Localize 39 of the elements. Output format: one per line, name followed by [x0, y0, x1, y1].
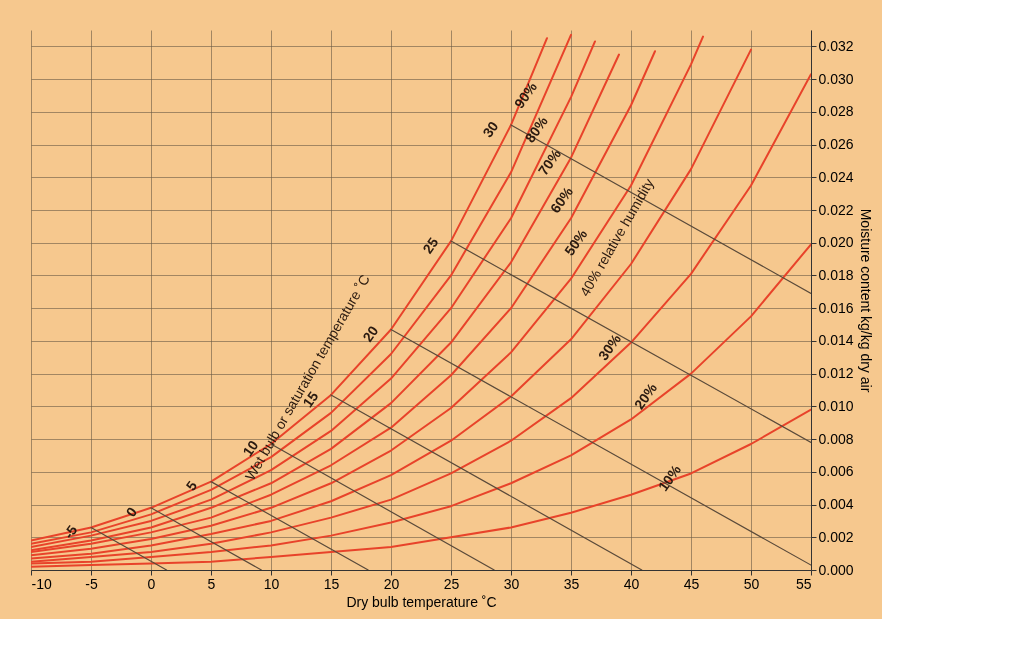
- x-tick-label: 20: [383, 575, 400, 592]
- x-tick-label: 55: [795, 575, 812, 592]
- x-tick-label: 45: [683, 575, 700, 592]
- y-tick-label: 0.016: [818, 299, 854, 316]
- x-tick-label: 10: [263, 575, 280, 592]
- x-tick-label: 25: [443, 575, 460, 592]
- x-tick-label: 40: [623, 575, 640, 592]
- annotation: 30: [479, 118, 502, 141]
- y-tick-label: 0.004: [818, 496, 854, 513]
- y-tick-label: 0.006: [818, 463, 854, 480]
- y-tick-label: 0.002: [818, 528, 854, 545]
- x-tick-label: 15: [323, 575, 340, 592]
- annotation: 20: [359, 322, 382, 345]
- y-tick-label: 0.032: [818, 37, 854, 54]
- x-tick-label: 5: [207, 575, 216, 592]
- y-tick-label: 0.022: [818, 201, 854, 218]
- annotation: 0: [122, 504, 141, 520]
- x-tick-label: -10: [31, 575, 52, 592]
- x-tick-label: 50: [743, 575, 760, 592]
- y-tick-label: 0.030: [818, 70, 854, 87]
- x-tick-label: -5: [85, 575, 98, 592]
- y-tick-label: 0.026: [818, 136, 854, 153]
- annotation: 25: [419, 234, 442, 257]
- x-tick-label: 0: [147, 575, 156, 592]
- x-axis-title: Dry bulb temperature ˚C: [346, 593, 497, 610]
- x-tick-label: 35: [563, 575, 580, 592]
- y-tick-label: 0.010: [818, 397, 854, 414]
- y-tick-label: 0.012: [818, 365, 854, 382]
- x-tick-label: 30: [503, 575, 520, 592]
- y-tick-label: 0.014: [818, 332, 854, 349]
- y-tick-label: 0.024: [818, 168, 854, 185]
- annotation: 5: [182, 477, 201, 494]
- annotation: -5: [60, 521, 81, 542]
- y-tick-label: 0.028: [818, 103, 854, 120]
- y-tick-label: 0.018: [818, 266, 854, 283]
- y-tick-label: 0.000: [818, 561, 854, 578]
- y-tick-label: 0.020: [818, 234, 854, 251]
- y-tick-label: 0.008: [818, 430, 854, 447]
- y-axis-title: Moisture content kg/kg dry air: [857, 208, 874, 393]
